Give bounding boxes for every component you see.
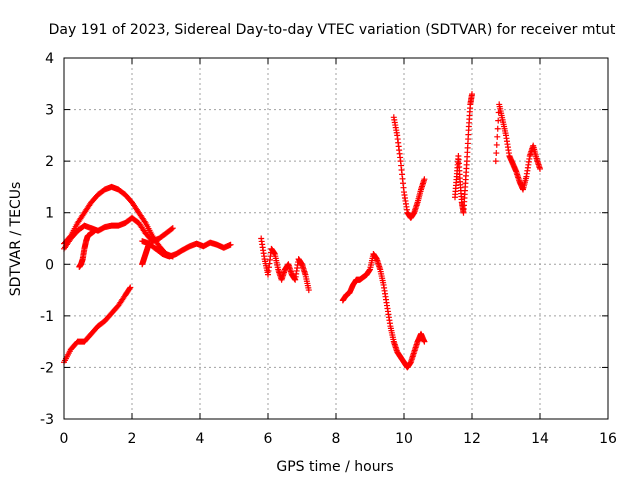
y-tick-label: 0 (45, 257, 54, 273)
y-tick-label: -1 (40, 309, 54, 325)
x-tick-label: 16 (599, 431, 617, 447)
data-point (146, 240, 152, 247)
data-point (492, 158, 499, 165)
data-point (421, 176, 428, 183)
data-point (493, 141, 500, 148)
data-marks (61, 91, 543, 371)
data-point (169, 225, 176, 232)
data-point (469, 91, 475, 98)
x-tick-label: 14 (531, 431, 549, 447)
x-tick-label: 12 (463, 431, 481, 447)
x-tick-label: 0 (60, 431, 69, 447)
data-point (91, 227, 98, 234)
data-point (421, 338, 428, 345)
data-point (168, 225, 175, 232)
data-point (494, 133, 501, 140)
y-tick-label: -3 (40, 412, 54, 428)
plot-frame (63, 57, 609, 420)
y-tick-label: 2 (45, 154, 54, 170)
data-point (537, 165, 543, 172)
data-point (227, 241, 234, 248)
data-point (127, 284, 134, 291)
data-point (305, 287, 312, 294)
x-tick-label: 6 (264, 431, 273, 447)
x-tick-label: 10 (395, 431, 413, 447)
x-tick-label: 2 (128, 431, 137, 447)
data-point (126, 285, 133, 292)
data-point (493, 150, 500, 157)
y-tick-label: 1 (45, 206, 54, 222)
y-tick-label: -2 (40, 360, 54, 376)
y-tick-label: 3 (45, 103, 54, 119)
y-axis-label: SDTVAR / TECUs (8, 182, 24, 297)
x-tick-label: 8 (332, 431, 341, 447)
chart-title: Day 191 of 2023, Sidereal Day-to-day VTE… (49, 22, 616, 38)
x-tick-label: 4 (196, 431, 205, 447)
y-tick-label: 4 (45, 51, 54, 67)
grid (64, 58, 608, 419)
data-point (494, 125, 501, 132)
x-axis-label: GPS time / hours (276, 459, 393, 475)
data-point (495, 117, 502, 124)
